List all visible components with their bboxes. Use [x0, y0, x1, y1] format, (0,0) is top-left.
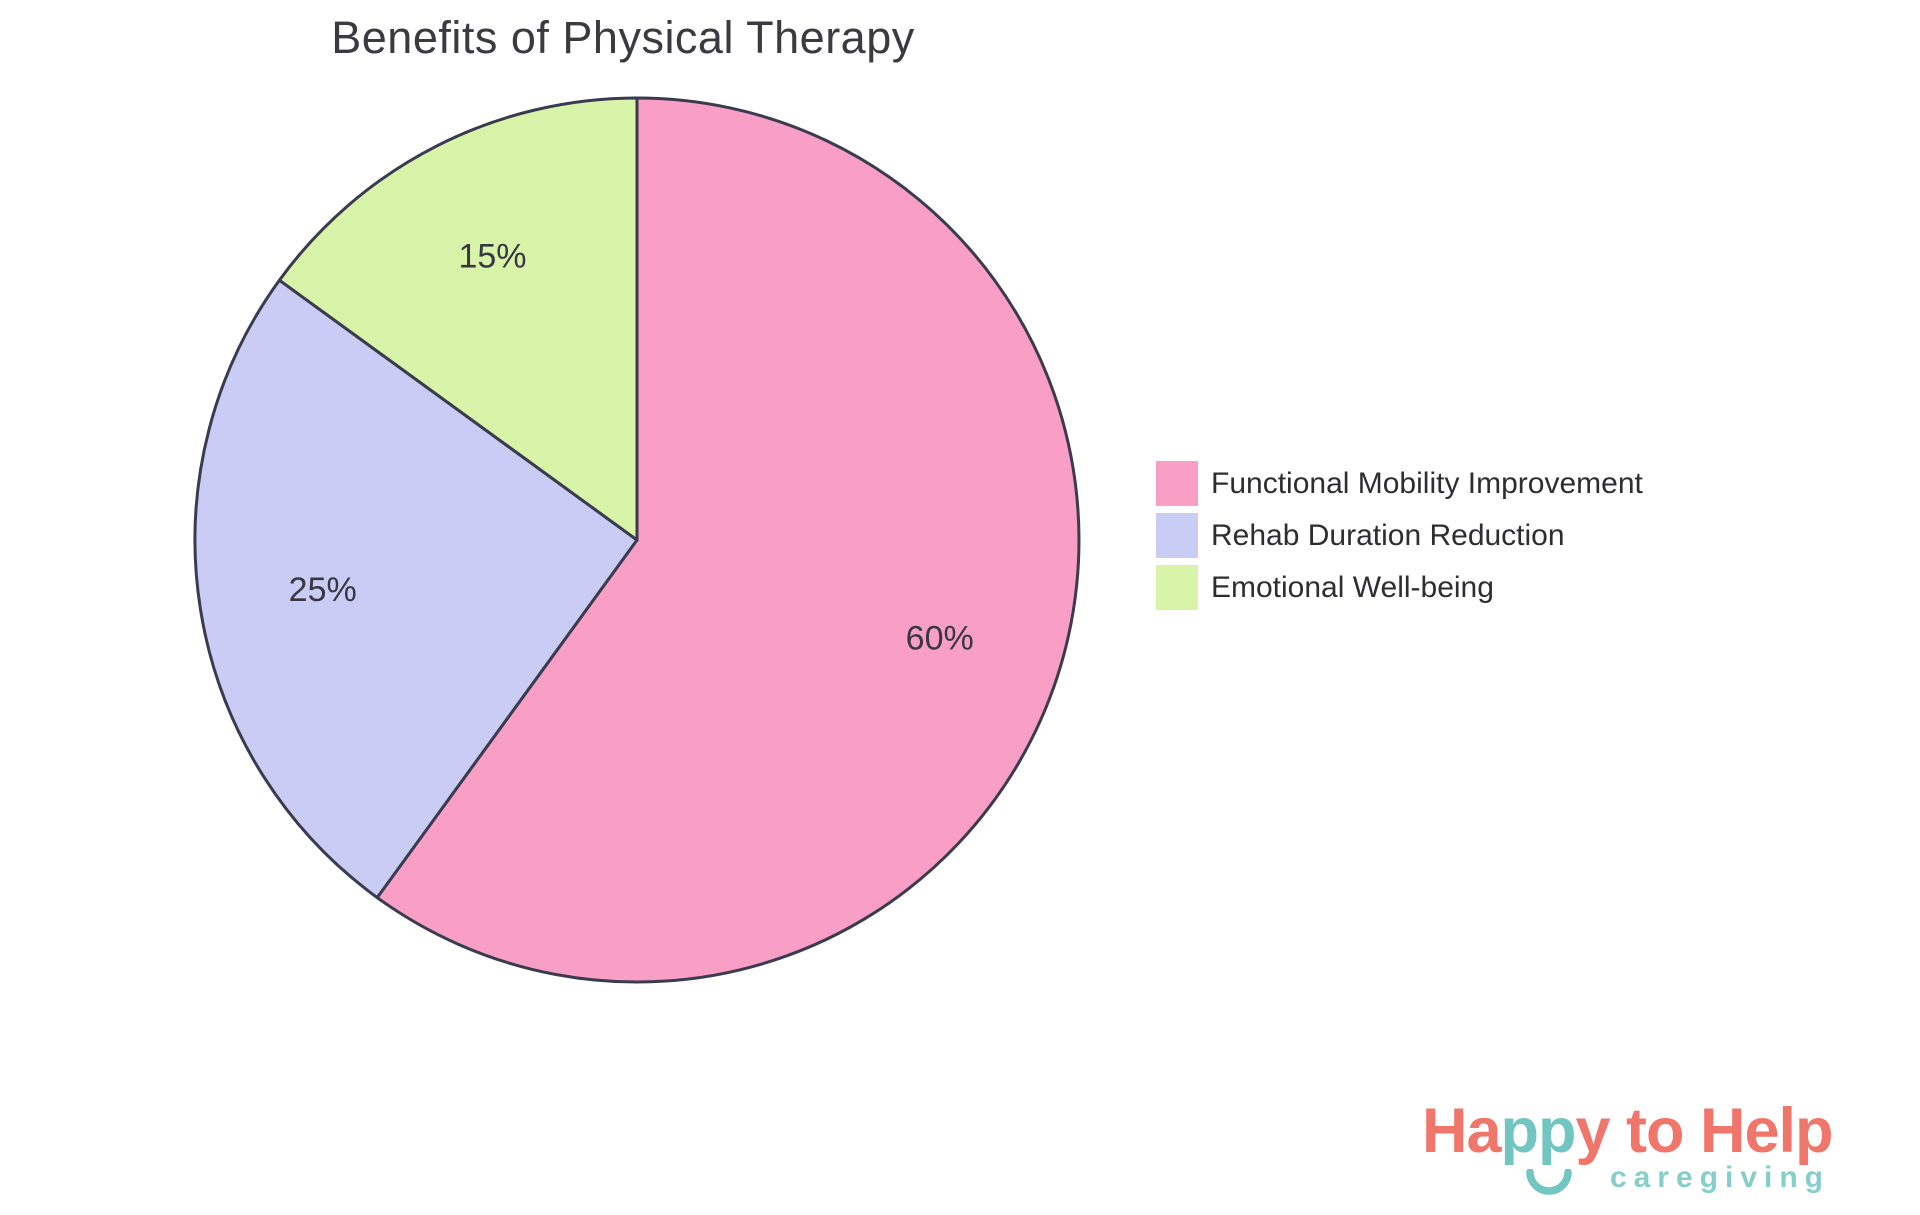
- pie-percent-label: 25%: [289, 571, 357, 609]
- pie-slice-emotional-well-being: [277, 96, 639, 542]
- legend-item-rehab-duration: Rehab Duration Reduction: [1156, 513, 1643, 558]
- pie-slice-rehab-duration-reduction: [193, 278, 639, 900]
- legend-item-functional-mobility: Functional Mobility Improvement: [1156, 461, 1643, 506]
- logo-word-pre: Ha: [1422, 1096, 1502, 1166]
- pie-slice-functional-mobility-improvement: [375, 96, 1081, 984]
- legend-swatch-rehab-duration: [1156, 513, 1198, 558]
- legend-swatch-emotional-wellbeing: [1156, 565, 1198, 610]
- logo-word-mid: pp: [1500, 1096, 1577, 1166]
- legend-label-rehab-duration: Rehab Duration Reduction: [1211, 518, 1565, 552]
- logo-wordmark: Happy to Help: [1422, 1100, 1834, 1163]
- legend: Functional Mobility Improvement Rehab Du…: [1156, 461, 1643, 617]
- legend-item-emotional-wellbeing: Emotional Well-being: [1156, 565, 1643, 610]
- pie-percent-label: 15%: [458, 237, 526, 275]
- logo-smile-icon: [1526, 1169, 1572, 1195]
- pie-percent-label: 60%: [906, 619, 974, 657]
- legend-swatch-functional-mobility: [1156, 461, 1198, 506]
- logo-word-post: y to Help: [1575, 1096, 1834, 1166]
- logo-tagline: caregiving: [1609, 1161, 1830, 1194]
- legend-label-emotional-wellbeing: Emotional Well-being: [1211, 570, 1494, 604]
- chart-title: Benefits of Physical Therapy: [331, 12, 915, 63]
- legend-label-functional-mobility: Functional Mobility Improvement: [1211, 466, 1643, 500]
